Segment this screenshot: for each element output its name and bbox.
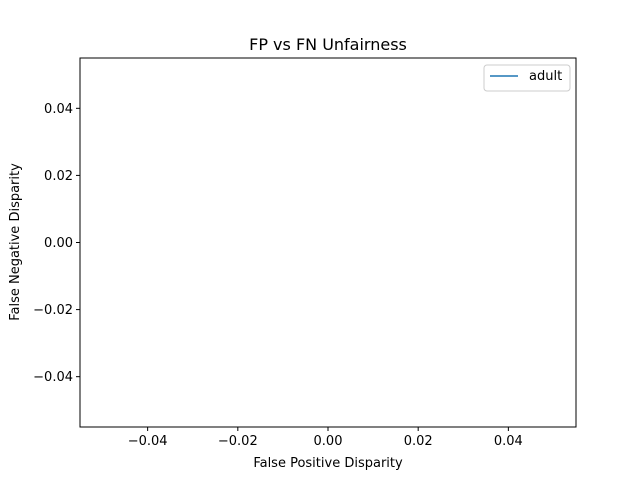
- x-tick-label: 0.04: [494, 434, 523, 449]
- chart-title: FP vs FN Unfairness: [249, 35, 407, 54]
- y-tick-label: 0.04: [44, 102, 73, 117]
- y-tick-label: 0.00: [44, 236, 73, 251]
- y-tick-label: −0.04: [33, 370, 73, 385]
- x-tick-label: −0.04: [128, 434, 168, 449]
- legend-label-adult: adult: [529, 69, 562, 84]
- x-tick-label: −0.02: [218, 434, 258, 449]
- y-tick-label: 0.02: [44, 169, 73, 184]
- y-tick-label: −0.02: [33, 303, 73, 318]
- legend-box: [483, 64, 571, 92]
- y-axis-ticks: −0.04 −0.02 0.00 0.02 0.04: [33, 102, 80, 385]
- x-tick-label: 0.00: [314, 434, 343, 449]
- x-axis-label: False Positive Disparity: [253, 456, 403, 471]
- x-axis-ticks: −0.04 −0.02 0.00 0.02 0.04: [128, 427, 523, 449]
- x-tick-label: 0.02: [404, 434, 433, 449]
- legend: adult: [483, 64, 571, 92]
- plot-area: [80, 58, 576, 427]
- y-axis-label: False Negative Disparity: [8, 163, 23, 321]
